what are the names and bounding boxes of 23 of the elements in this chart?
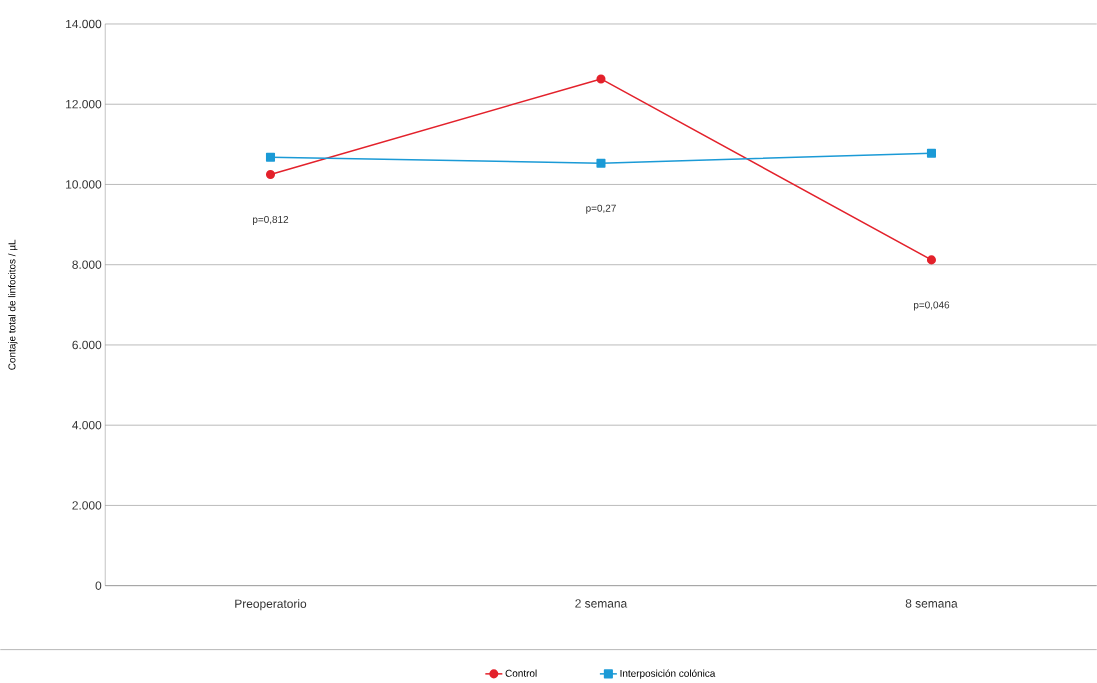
point [596,74,606,84]
point [265,170,276,180]
y-tick-label: 8.000 [72,260,102,270]
point [926,255,936,265]
x-tick-label: Preoperatorio [235,599,307,611]
annotation: p=0,046 [913,301,950,311]
legend-label: Interposición colónica [620,669,716,680]
y-tick-label: 14.000 [66,19,102,29]
y-axis-title: Contaje total de linfocitos / µL [8,239,18,370]
annotation: p=0,812 [252,216,289,226]
x-tick-label: 2 semana [575,599,628,608]
legend-label: Control [505,669,537,678]
y-tick-label: 12.000 [66,100,102,109]
point [926,148,936,158]
point [265,152,276,162]
point [596,158,606,168]
annotation: p=0,27 [586,204,616,214]
x-tick-label: 8 semana [905,599,958,608]
y-tick-label: 2.000 [72,501,102,510]
y-tick-label: 0 [95,581,102,591]
y-tick-label: 4.000 [72,421,102,430]
y-tick-label: 6.000 [72,340,102,350]
y-tick-label: 10.000 [66,180,102,189]
